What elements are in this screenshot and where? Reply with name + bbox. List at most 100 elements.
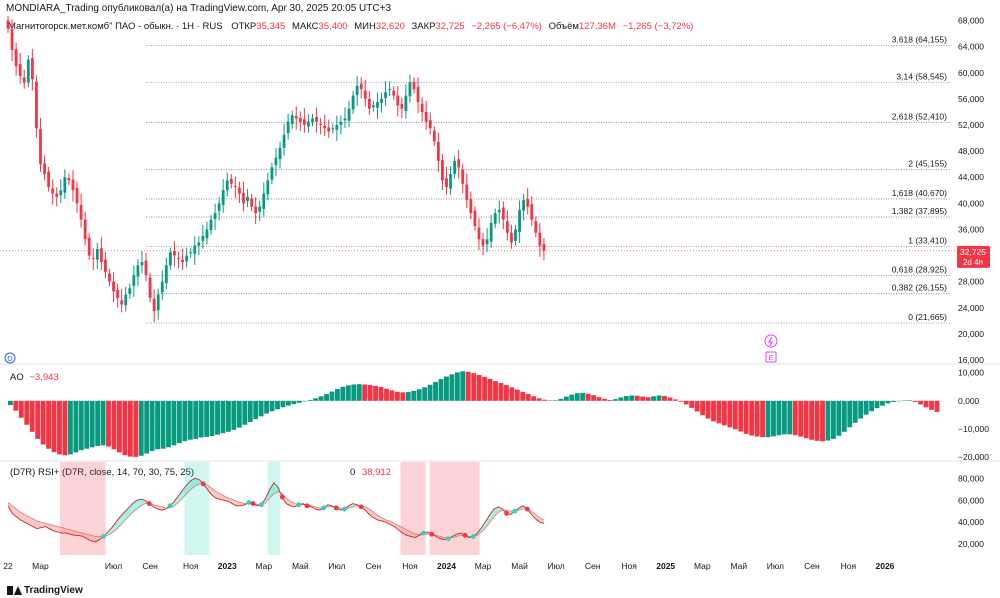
oversold-zone bbox=[68, 462, 73, 555]
rsi-axis-tick: 20,000 bbox=[958, 539, 984, 549]
rsi-cloud-segment bbox=[273, 482, 279, 494]
close-label: ЗАКР bbox=[411, 21, 436, 32]
ao-bar bbox=[280, 400, 286, 408]
overbought-zone bbox=[201, 462, 206, 555]
ao-bar bbox=[296, 400, 302, 403]
candle-body bbox=[30, 58, 34, 80]
time-axis-tick: Июл bbox=[328, 561, 345, 571]
time-axis-tick: Сен bbox=[585, 561, 601, 571]
ao-bar bbox=[514, 389, 520, 401]
rsi-sell-dot bbox=[146, 501, 152, 506]
candle-body bbox=[266, 180, 270, 195]
candle-body bbox=[120, 300, 124, 305]
ao-bar bbox=[345, 385, 351, 401]
overbought-zone bbox=[197, 462, 202, 555]
time-axis-tick: Июл bbox=[547, 561, 564, 571]
ao-bar bbox=[612, 399, 618, 401]
ao-bar bbox=[356, 384, 362, 401]
ao-bar bbox=[803, 400, 809, 439]
price-axis-tick: 40,000 bbox=[958, 198, 984, 208]
ao-bar bbox=[743, 400, 749, 434]
overbought-zone bbox=[275, 462, 281, 555]
candle-body bbox=[380, 98, 383, 103]
ao-bar bbox=[880, 400, 885, 406]
rsi-legend: (D7R) RSI+ (D7R, close, 14, 70, 30, 75, … bbox=[10, 467, 194, 478]
rsi-axis-tick: 80,000 bbox=[958, 473, 984, 483]
rsi-cloud-segment bbox=[95, 536, 100, 542]
price-axis-tick: 16,000 bbox=[958, 355, 984, 365]
candle-body bbox=[497, 209, 501, 213]
rsi-line bbox=[7, 477, 545, 543]
ao-bar bbox=[705, 400, 711, 419]
ao-bar bbox=[525, 394, 531, 401]
price-badge-value: 32,725 bbox=[960, 247, 986, 257]
candle-body bbox=[108, 273, 111, 282]
time-axis-tick: Май bbox=[730, 561, 747, 571]
oversold-zone bbox=[450, 462, 455, 555]
ao-bar bbox=[144, 400, 150, 454]
rsi-buy-dot bbox=[101, 534, 106, 539]
ao-bar bbox=[738, 400, 744, 432]
candle-body bbox=[18, 63, 22, 77]
ao-bar bbox=[133, 400, 139, 457]
fib-level-label: 3,618 (64,155) bbox=[892, 35, 947, 45]
ao-bar bbox=[683, 400, 689, 405]
ao-bar bbox=[264, 400, 270, 414]
candle-body bbox=[250, 198, 253, 207]
candle-body bbox=[144, 260, 148, 276]
rsi-sell-dot bbox=[304, 503, 310, 509]
ao-bar bbox=[373, 385, 379, 401]
oversold-zone bbox=[446, 462, 451, 555]
candle-body bbox=[286, 121, 290, 134]
ao-bar bbox=[29, 400, 35, 432]
ao-bar bbox=[607, 399, 613, 401]
rsi-buy-dot bbox=[321, 505, 327, 511]
ao-bar bbox=[874, 400, 880, 409]
candle-body bbox=[116, 289, 120, 298]
tradingview-logo-icon bbox=[7, 586, 22, 595]
ao-bar bbox=[929, 400, 934, 410]
ao-bar bbox=[716, 400, 722, 424]
tradingview-footer[interactable]: TradingView bbox=[7, 585, 83, 596]
oversold-zone bbox=[458, 462, 463, 555]
ao-bar bbox=[340, 386, 346, 401]
price-badge-countdown: 2d 4h bbox=[963, 258, 983, 267]
candle-body bbox=[420, 103, 424, 112]
candle-body bbox=[140, 262, 144, 266]
price-axis-tick: 44,000 bbox=[958, 172, 984, 182]
time-axis-tick: Ноя bbox=[841, 561, 857, 571]
candle-body bbox=[197, 242, 201, 246]
ao-bar bbox=[700, 400, 706, 416]
ao-bar bbox=[580, 392, 586, 401]
ao-bar bbox=[89, 400, 95, 448]
candle-body bbox=[404, 95, 408, 112]
ao-bar bbox=[553, 400, 558, 401]
ao-bar bbox=[727, 400, 733, 428]
ao-bar bbox=[160, 400, 166, 449]
candle-body bbox=[392, 90, 396, 96]
candle-body bbox=[83, 219, 87, 240]
oversold-zone bbox=[93, 462, 98, 555]
rsi-plot bbox=[7, 462, 545, 555]
ao-bar bbox=[694, 400, 700, 412]
candle-body bbox=[339, 121, 343, 125]
candle-body bbox=[477, 227, 481, 240]
ao-bar bbox=[127, 400, 133, 457]
oversold-zone bbox=[89, 462, 94, 555]
ao-bar bbox=[820, 400, 825, 442]
axes: 16,00020,00024,00028,00032,00036,00040,0… bbox=[3, 16, 989, 571]
oversold-zone bbox=[471, 462, 476, 555]
oversold-zone bbox=[454, 462, 459, 555]
ao-histogram bbox=[8, 371, 940, 457]
candle-body bbox=[217, 203, 221, 211]
ao-bar bbox=[629, 395, 635, 401]
time-axis-tick: 2024 bbox=[437, 561, 456, 571]
ao-axis-tick: 0,000 bbox=[958, 396, 980, 406]
earnings-marker bbox=[765, 351, 777, 363]
open-label: ОТКР bbox=[231, 21, 257, 32]
ao-bar bbox=[711, 400, 716, 422]
candle-body bbox=[39, 129, 42, 165]
price-badge-bg bbox=[957, 245, 990, 268]
candle-body bbox=[242, 192, 245, 204]
